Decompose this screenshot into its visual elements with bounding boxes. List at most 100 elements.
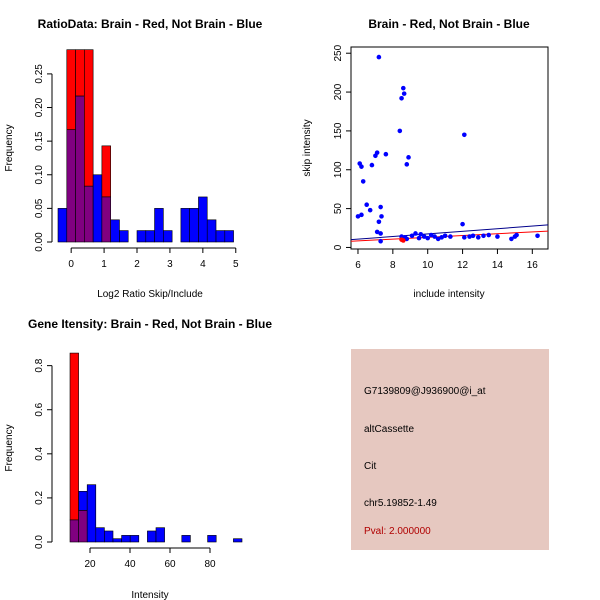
probe-id: G7139809@J936900@i_at: [364, 386, 486, 397]
scatter-point-notbrain: [401, 85, 406, 91]
intensity-bar-notbrain: [155, 527, 165, 543]
scatter-x-tick-label: 12: [457, 260, 469, 271]
ratio-bar-brain: [75, 49, 85, 97]
intensity-bar-notbrain: [181, 535, 191, 543]
scatter-point-brain: [401, 238, 406, 243]
scatter-point-notbrain: [360, 179, 366, 184]
scatter-plot: 6 8 10 12 14 16 0 50 100 150 200 250: [333, 44, 549, 271]
scatter-x-tick-label: 16: [527, 260, 539, 271]
scatter-point-notbrain: [406, 155, 411, 160]
intensity-hist-plot: 20 40 60 80 0.0 0.2 0.4 0.6 0.8: [34, 352, 243, 570]
scatter-point-notbrain: [413, 231, 418, 236]
ratio-hist-ylabel: Frequency: [4, 124, 15, 171]
scatter-point-notbrain: [467, 234, 472, 239]
ratio-bar-overlap: [66, 129, 76, 243]
scatter-point-notbrain: [379, 214, 384, 219]
scatter-point-notbrain: [409, 233, 415, 239]
scatter-point-notbrain: [367, 207, 373, 213]
ratio-y-tick-label: 0.00: [34, 232, 45, 252]
scatter-point-notbrain: [421, 234, 427, 239]
intensity-hist-title: Gene Itensity: Brain - Red, Not Brain - …: [28, 317, 272, 331]
intensity-y-tick-label: 0.0: [34, 535, 45, 549]
intensity-y-tick-label: 0.6: [34, 402, 45, 416]
scatter-point-notbrain: [369, 162, 375, 168]
ratio-bar-notbrain: [92, 174, 103, 243]
ratio-bar-notbrain: [145, 230, 155, 243]
intensity-y-tick-label: 0.8: [34, 358, 45, 372]
ratio-bar-notbrain: [206, 219, 217, 243]
intensity-bar-notbrain: [121, 535, 131, 543]
intensity-x-tick-label: 60: [164, 559, 176, 570]
ratio-y-tick-label: 0.05: [34, 198, 45, 218]
scatter-point-notbrain: [401, 91, 407, 96]
scatter-point-notbrain: [462, 235, 467, 240]
scatter-point-notbrain: [383, 151, 389, 157]
scatter-frame: [350, 46, 549, 250]
scatter-x-tick-label: 14: [492, 260, 504, 271]
intensity-bar-overlap: [69, 519, 79, 543]
ratio-bar-brain: [84, 49, 94, 187]
scatter-point-notbrain: [399, 95, 404, 101]
scatter-point-notbrain: [448, 234, 453, 239]
ratio-bar-notbrain: [224, 230, 234, 243]
scatter-x-tick-label: 6: [355, 260, 361, 271]
scatter-point-notbrain: [462, 132, 467, 138]
scatter-point-notbrain: [397, 128, 403, 134]
scatter-point-notbrain: [435, 236, 441, 242]
ratio-x-tick-label: 0: [68, 259, 74, 270]
ratio-bar-notbrain: [163, 230, 173, 243]
scatter-point-notbrain: [425, 235, 431, 241]
ratio-y-tick-label: 0.20: [34, 97, 45, 117]
scatter-point-notbrain: [378, 238, 383, 244]
scatter-y-tick-label: 200: [333, 83, 344, 100]
intensity-bar-notbrain: [112, 538, 122, 543]
ratio-bar-overlap: [75, 95, 85, 243]
scatter-point-notbrain: [418, 231, 424, 237]
scatter-point-notbrain: [376, 219, 382, 225]
scatter-point-notbrain: [486, 232, 492, 238]
event-type: altCassette: [364, 424, 415, 435]
intensity-x-tick-label: 20: [84, 559, 96, 570]
tissue-code: Cit: [364, 461, 377, 472]
ratio-hist-title: RatioData: Brain - Red, Not Brain - Blue: [38, 17, 263, 31]
scatter-point-notbrain: [378, 231, 383, 236]
ratio-bar-notbrain: [57, 208, 68, 243]
scatter-point-notbrain: [514, 232, 519, 238]
scatter-point-notbrain: [475, 235, 481, 240]
scatter-point-notbrain: [442, 233, 448, 239]
scatter-point-notbrain: [481, 233, 486, 239]
ratio-y-tick-label: 0.15: [34, 131, 45, 151]
scatter-point-notbrain: [416, 235, 422, 241]
ratio-y-tick-label: 0.25: [34, 64, 45, 84]
ratio-bar-notbrain: [198, 196, 208, 243]
ratio-bar-notbrain: [136, 230, 147, 243]
scatter-x-tick-label: 8: [390, 260, 396, 271]
ratio-bar-brain: [66, 49, 76, 131]
scatter-point-notbrain: [509, 236, 514, 242]
ratio-x-tick-label: 4: [200, 259, 206, 270]
scatter-title: Brain - Red, Not Brain - Blue: [368, 17, 530, 31]
scatter-point-notbrain: [495, 234, 500, 239]
scatter-point-notbrain: [374, 229, 380, 235]
scatter-point-notbrain: [359, 164, 364, 169]
ratio-x-tick-label: 5: [233, 259, 239, 270]
ratio-bar-notbrain: [110, 219, 120, 243]
scatter-point-notbrain: [432, 234, 437, 239]
intensity-bar-notbrain: [95, 527, 105, 543]
scatter-xlabel: include intensity: [413, 289, 484, 300]
scatter-point-notbrain: [460, 221, 465, 227]
intensity-bar-brain: [69, 352, 79, 521]
ratio-hist-xlabel: Log2 Ratio Skip/Include: [97, 289, 203, 300]
ratio-bar-brain: [101, 145, 111, 198]
scatter-point-notbrain: [535, 233, 540, 239]
ratio-bar-notbrain: [154, 208, 164, 243]
scatter-point-notbrain: [404, 162, 410, 167]
intensity-bar-notbrain: [233, 538, 243, 543]
intensity-bar-notbrain: [104, 530, 114, 543]
intensity-hist-ylabel: Frequency: [4, 424, 15, 471]
intensity-hist-xlabel: Intensity: [131, 590, 168, 600]
intensity-y-tick-label: 0.2: [34, 491, 45, 505]
intensity-y-tick-label: 0.4: [34, 446, 45, 460]
scatter-point-notbrain: [404, 236, 410, 242]
pval-text: Pval: 2.000000: [364, 526, 431, 537]
